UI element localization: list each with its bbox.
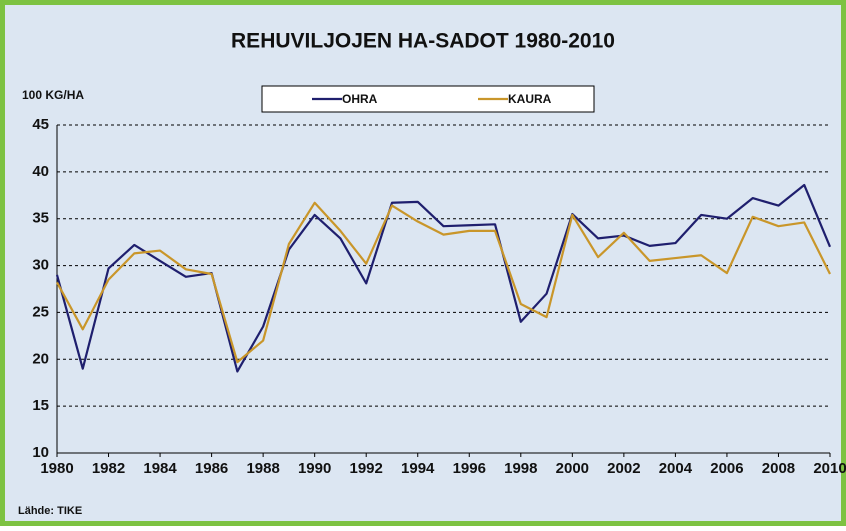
x-tick-label: 2006 bbox=[710, 460, 743, 477]
y-tick-label: 20 bbox=[32, 350, 49, 367]
x-tick-label: 1994 bbox=[401, 460, 435, 477]
x-tick-label: 1996 bbox=[453, 460, 486, 477]
source: Lähde: TIKE bbox=[18, 505, 82, 517]
y-tick-label: 15 bbox=[32, 397, 49, 414]
y-tick-label: 40 bbox=[32, 163, 49, 180]
legend-label: KAURA bbox=[508, 92, 552, 106]
x-tick-label: 2000 bbox=[556, 460, 589, 477]
y-tick-label: 25 bbox=[32, 303, 49, 320]
x-tick-label: 2002 bbox=[607, 460, 640, 477]
legend-label: OHRA bbox=[342, 92, 378, 106]
x-tick-label: 1988 bbox=[246, 460, 279, 477]
y-tick-label: 10 bbox=[32, 444, 49, 461]
y-tick-label: 45 bbox=[32, 116, 49, 133]
x-tick-label: 1992 bbox=[350, 460, 383, 477]
x-tick-label: 2008 bbox=[762, 460, 795, 477]
x-tick-label: 1986 bbox=[195, 460, 228, 477]
x-tick-label: 2010 bbox=[813, 460, 846, 477]
x-tick-label: 1984 bbox=[143, 460, 177, 477]
y-axis-label: 100 KG/HA bbox=[22, 88, 84, 102]
x-tick-label: 2004 bbox=[659, 460, 693, 477]
x-tick-label: 1998 bbox=[504, 460, 537, 477]
y-tick-label: 30 bbox=[32, 257, 49, 274]
y-tick-label: 35 bbox=[32, 210, 49, 227]
x-tick-label: 1982 bbox=[92, 460, 125, 477]
chart-title: REHUVILJOJEN HA-SADOT 1980-2010 bbox=[231, 30, 615, 53]
line-series bbox=[56, 201, 831, 364]
x-tick-label: 1980 bbox=[40, 460, 73, 477]
x-tick-label: 1990 bbox=[298, 460, 331, 477]
line-series bbox=[55, 183, 832, 373]
